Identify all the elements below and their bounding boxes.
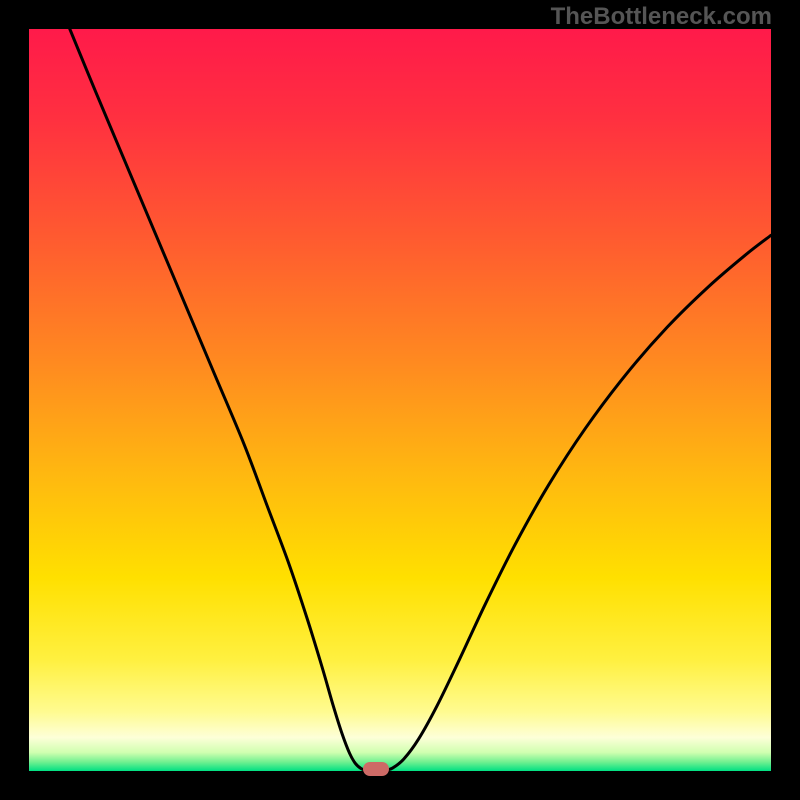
bottleneck-curve (29, 29, 771, 771)
curve-left-branch (70, 29, 367, 770)
plot-area (29, 29, 771, 771)
optimal-point-marker (363, 762, 389, 776)
watermark-label: TheBottleneck.com (551, 3, 772, 31)
curve-right-branch (385, 235, 771, 770)
